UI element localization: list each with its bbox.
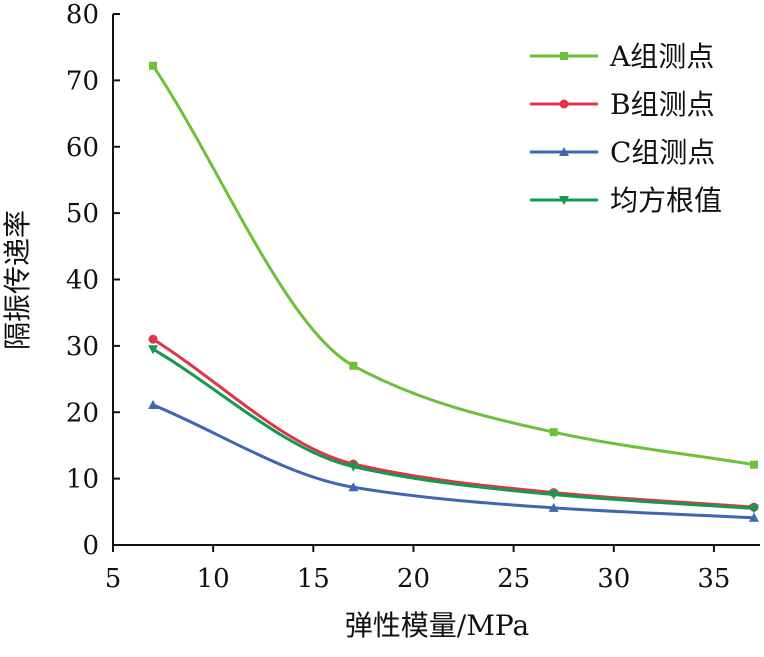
series-line xyxy=(152,347,755,510)
data-point xyxy=(749,460,758,469)
legend-marker xyxy=(559,147,569,156)
legend-item: C组测点 xyxy=(530,136,715,169)
data-point xyxy=(548,502,559,512)
legend-label: A组测点 xyxy=(609,40,714,73)
legend-label: 均方根值 xyxy=(610,184,722,217)
data-point xyxy=(549,428,558,437)
y-tick-label: 40 xyxy=(66,266,99,296)
x-ticks: 5 10 15 20 25 30 35 xyxy=(105,545,730,594)
legend-marker xyxy=(559,99,569,109)
x-tick-label: 20 xyxy=(397,564,430,594)
data-point xyxy=(149,61,158,70)
y-axis-label: 隔振传递率 xyxy=(1,210,34,350)
data-point xyxy=(348,482,359,492)
legend-marker xyxy=(560,52,568,60)
data-point xyxy=(748,504,759,514)
legend-marker xyxy=(559,196,569,205)
y-ticks: 0 10 20 30 40 50 60 70 80 xyxy=(66,0,120,561)
y-tick-label: 0 xyxy=(82,531,99,561)
data-point xyxy=(748,512,759,522)
y-tick-label: 70 xyxy=(66,66,99,96)
data-point xyxy=(349,361,358,370)
legend-item: A组测点 xyxy=(530,40,714,73)
series-3 xyxy=(148,399,759,522)
data-point xyxy=(348,462,359,472)
y-tick-label: 50 xyxy=(66,199,99,229)
x-tick-label: 10 xyxy=(197,564,230,594)
legend-item: B组测点 xyxy=(530,88,715,121)
data-point xyxy=(148,345,159,355)
x-tick-label: 5 xyxy=(105,564,122,594)
data-point xyxy=(548,490,559,500)
x-tick-label: 30 xyxy=(597,564,630,594)
series-1 xyxy=(149,61,758,469)
legend-label: B组测点 xyxy=(610,88,715,121)
series-4 xyxy=(148,345,759,514)
y-tick-label: 20 xyxy=(66,398,99,428)
y-tick-label: 80 xyxy=(66,0,99,30)
legend-label: C组测点 xyxy=(610,136,715,169)
legend-item: 均方根值 xyxy=(530,184,722,217)
data-point xyxy=(148,334,158,344)
y-tick-label: 60 xyxy=(66,133,99,163)
data-point xyxy=(148,399,159,409)
y-tick-label: 10 xyxy=(66,465,99,495)
series-line xyxy=(152,337,755,509)
x-tick-label: 15 xyxy=(297,564,330,594)
series-line xyxy=(151,64,755,467)
x-tick-label: 35 xyxy=(697,564,730,594)
y-tick-label: 30 xyxy=(66,332,99,362)
x-axis-label: 弹性模量/MPa xyxy=(345,609,529,642)
x-tick-label: 25 xyxy=(497,564,530,594)
series-group xyxy=(148,61,759,522)
series-line xyxy=(152,403,755,520)
